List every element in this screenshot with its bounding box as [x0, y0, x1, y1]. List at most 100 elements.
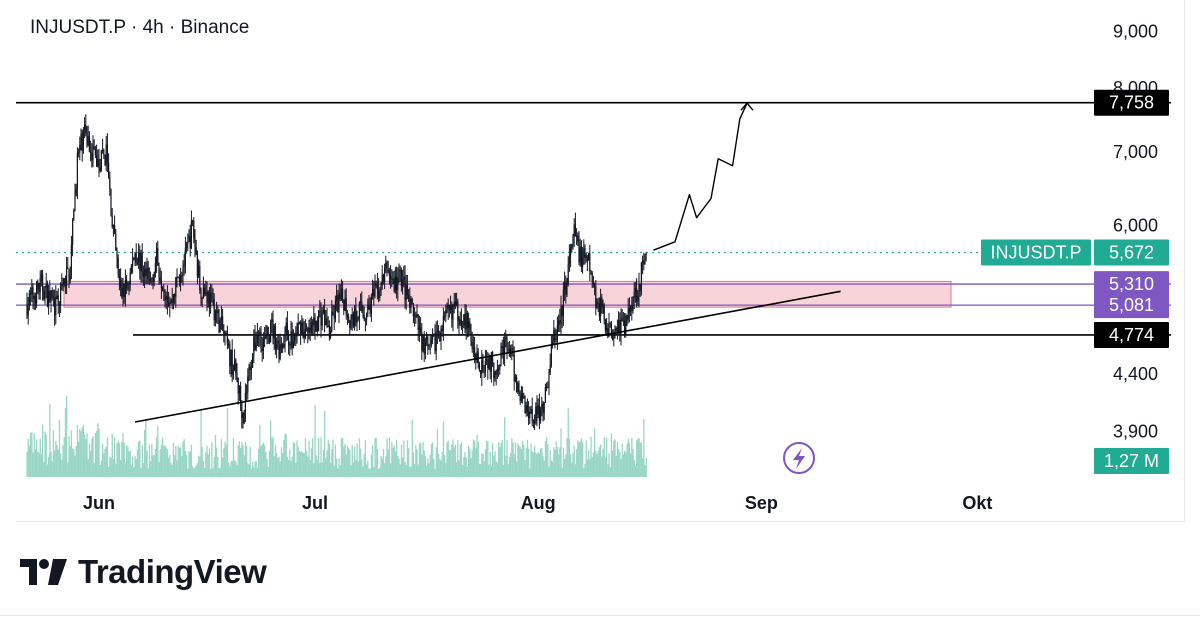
- candle-body: [51, 290, 53, 299]
- candle-body: [597, 302, 599, 304]
- candle-body: [538, 405, 540, 421]
- candle-body: [369, 304, 371, 314]
- candle-body: [248, 366, 250, 377]
- y-tick-label: 3,900: [1113, 422, 1158, 442]
- candle-body: [164, 290, 166, 300]
- volume-bar: [141, 445, 143, 477]
- lightning-icon[interactable]: [783, 442, 815, 474]
- volume-bar: [68, 436, 70, 477]
- candle-body: [376, 284, 378, 290]
- volume-bar: [39, 438, 41, 477]
- candle-body: [308, 327, 310, 333]
- candle-body: [589, 252, 591, 272]
- candle-body: [435, 332, 437, 352]
- candle-body: [507, 349, 509, 351]
- candle-body: [600, 297, 602, 316]
- candle-body: [247, 376, 249, 393]
- volume-bar: [111, 433, 113, 477]
- candle-body: [483, 371, 485, 373]
- volume-bar: [110, 457, 112, 477]
- candle-body: [632, 298, 634, 311]
- volume-bar: [260, 445, 262, 477]
- volume-bar: [534, 445, 536, 477]
- volume-bar: [90, 450, 92, 477]
- candle-body: [378, 289, 380, 298]
- volume-bar: [86, 433, 88, 477]
- y-tick-label: 9,000: [1113, 22, 1158, 42]
- volume-bar: [254, 461, 256, 477]
- ascending-trendline[interactable]: [134, 290, 841, 423]
- volume-bar: [192, 466, 194, 477]
- candle-body: [162, 287, 164, 291]
- candle-body: [304, 329, 306, 338]
- volume-bar: [472, 439, 475, 477]
- volume-bar: [374, 438, 376, 477]
- candle-body: [216, 311, 218, 314]
- volume-bar: [156, 437, 158, 477]
- candle-body: [310, 322, 312, 333]
- volume-bar: [231, 460, 233, 477]
- candle-body: [276, 343, 278, 349]
- candle-body: [381, 274, 383, 286]
- volume-bar: [322, 449, 325, 477]
- volume-bar: [416, 449, 418, 477]
- candle-body: [226, 332, 228, 345]
- volume-bar: [168, 457, 170, 477]
- volume-bar: [440, 460, 442, 477]
- candle-body: [428, 345, 430, 347]
- candle-body: [422, 334, 424, 351]
- volume-bar: [373, 466, 375, 477]
- volume-bar: [138, 441, 140, 477]
- candle-body: [543, 402, 545, 414]
- candle-body: [386, 262, 388, 271]
- volume-bar: [489, 451, 491, 477]
- candle-body: [532, 421, 534, 424]
- candle-body: [49, 290, 51, 302]
- volume-bar: [354, 446, 356, 477]
- candle-body: [60, 284, 62, 306]
- candle-body: [601, 297, 603, 307]
- volume-bar: [411, 419, 413, 477]
- candle-body: [501, 345, 503, 349]
- candle-body: [152, 277, 154, 282]
- candle-body: [320, 311, 322, 326]
- volume-bar: [367, 460, 369, 477]
- candle-body: [481, 359, 483, 375]
- volume-bar: [420, 442, 422, 477]
- volume-bar: [393, 445, 395, 477]
- candle-body: [208, 291, 210, 308]
- volume-bar: [315, 455, 317, 477]
- tradingview-brand[interactable]: TradingView: [20, 553, 267, 591]
- candle-body: [356, 317, 358, 324]
- candle-body: [573, 224, 575, 237]
- volume-bar: [399, 464, 401, 477]
- volume-bar: [241, 442, 243, 477]
- candle-body: [627, 308, 629, 320]
- candle-body: [223, 330, 225, 336]
- volume-bar: [84, 434, 86, 477]
- chart-pane[interactable]: 9,000 8,000 7,000 6,000 4,400 3,900 Jun Jul Aug S…: [16, 0, 1185, 522]
- candle-body: [291, 331, 293, 348]
- candle-body: [537, 405, 539, 415]
- candle-body: [296, 333, 298, 336]
- candle-body: [178, 276, 180, 283]
- candle-body: [547, 387, 549, 389]
- volume-bar: [303, 453, 305, 477]
- candle-body: [628, 308, 630, 312]
- volume-bar: [132, 456, 134, 477]
- volume-bar: [85, 439, 87, 477]
- volume-bar: [580, 438, 583, 477]
- volume-bar: [268, 450, 271, 477]
- candle-body: [333, 314, 335, 319]
- volume-bar: [458, 460, 460, 477]
- volume-bar: [223, 448, 225, 477]
- candle-body: [550, 345, 552, 366]
- volume-bar: [152, 455, 154, 477]
- volume-bar: [634, 465, 637, 477]
- candle-body: [560, 306, 562, 324]
- candle-body: [106, 144, 108, 163]
- candle-body: [213, 299, 215, 321]
- volume-bar: [31, 432, 33, 477]
